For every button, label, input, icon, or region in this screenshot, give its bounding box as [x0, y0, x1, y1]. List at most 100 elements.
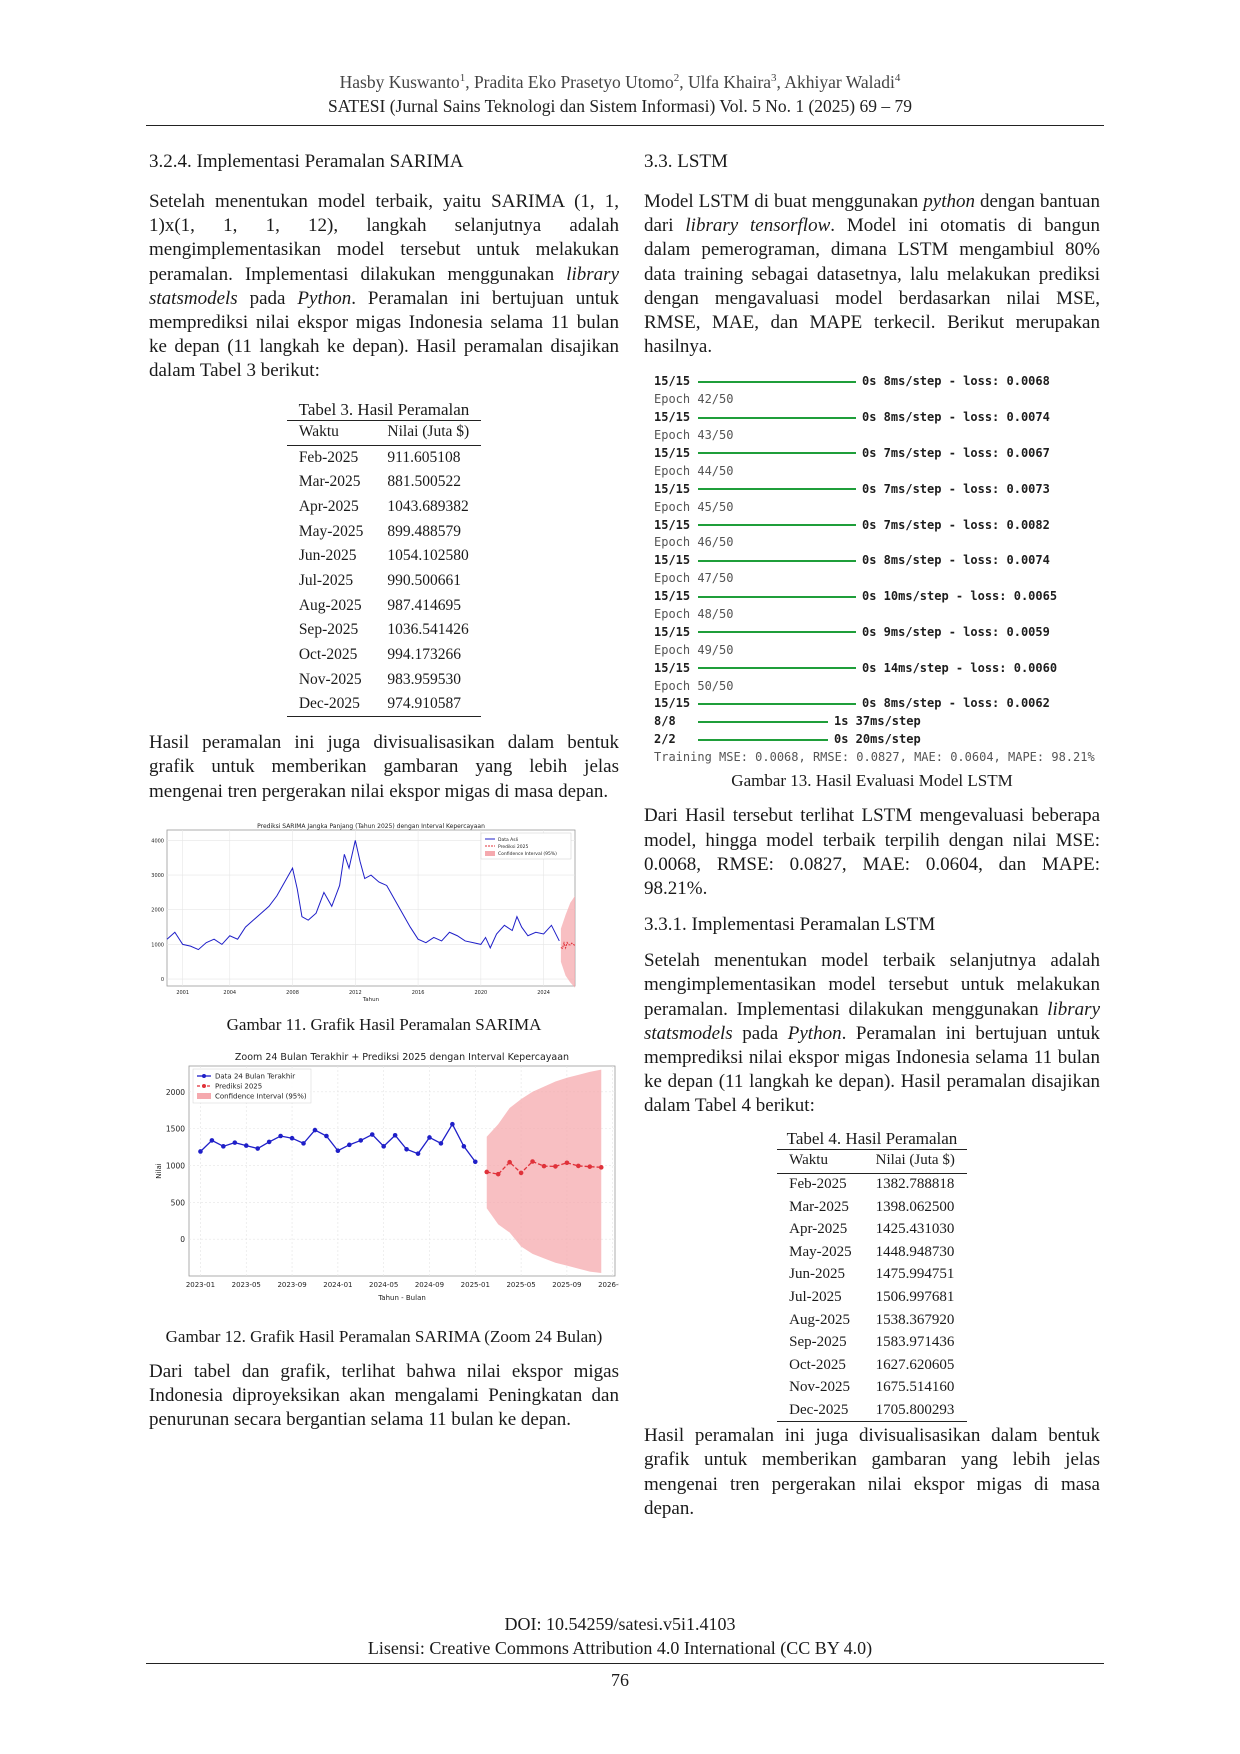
data-point-actual: [232, 1140, 238, 1145]
log-text: Epoch 48/50: [654, 607, 734, 621]
sarima-intro-paragraph: Setelah menentukan model terbaik, yaitu …: [149, 191, 619, 382]
x-tick-label: 2026-01: [598, 1281, 619, 1289]
data-point-forecast: [518, 1170, 524, 1176]
running-header-authors: Hasby Kuswanto1, Pradita Eko Prasetyo Ut…: [0, 72, 1240, 93]
table-row: Jul-2025 990.500661: [287, 569, 481, 594]
log-line: 15/15 0s 7ms/step - loss: 0.0073: [654, 481, 1094, 499]
legend-swatch-ci: [485, 850, 495, 856]
figure-12: Zoom 24 Bulan Terakhir + Prediksi 2025 d…: [149, 1047, 627, 1316]
data-point-actual: [289, 1135, 295, 1141]
legend-box: [480, 832, 572, 860]
table-row: Sep-2025 1583.971436: [777, 1331, 967, 1354]
table-row: Apr-2025 1043.689382: [287, 495, 481, 520]
x-tick-label: 2004: [223, 990, 236, 996]
data-point-actual: [450, 1121, 455, 1127]
x-tick-label: 2024-09: [415, 1281, 444, 1289]
figure-12-caption: Gambar 12. Grafik Hasil Peramalan SARIMA…: [165, 1326, 603, 1346]
data-point-actual: [266, 1139, 272, 1144]
cell-waktu: Feb-2025: [298, 448, 359, 466]
legend-marker-forecast: [202, 1083, 206, 1088]
legend-label-forecast: Prediksi 2025: [498, 844, 528, 850]
sarima-zoom-chart: Zoom 24 Bulan Terakhir + Prediksi 2025 d…: [155, 1052, 627, 1302]
cell-nilai: 1583.971436: [875, 1334, 955, 1351]
y-tick-label: 3000: [151, 873, 164, 879]
series-forecast-line: [560, 940, 576, 950]
progress-bar: [698, 559, 856, 562]
cell-waktu: Apr-2025: [789, 1221, 848, 1238]
cell-waktu: Oct-2025: [789, 1356, 846, 1373]
data-point-forecast: [507, 1159, 512, 1165]
table-row: Jul-2025 1506.997681: [777, 1286, 967, 1309]
x-tick-label: 2012: [349, 990, 362, 996]
data-point-forecast: [495, 1171, 501, 1177]
log-timing: 0s 9ms/step - loss: 0.0059: [862, 624, 1050, 639]
cell-nilai: 1705.800293: [863, 1399, 967, 1423]
data-point-actual: [369, 1132, 375, 1137]
table-header-nilai: Nilai (Juta $): [863, 1148, 967, 1174]
progress-bar: [698, 595, 856, 598]
log-timing: 0s 8ms/step - loss: 0.0062: [862, 696, 1050, 711]
log-timing: 0s 8ms/step - loss: 0.0074: [862, 410, 1050, 425]
log-line: Epoch 43/50: [654, 427, 1094, 445]
table-3-grid: Waktu Nilai (Juta $) Feb-2025 911.605108 M…: [286, 419, 482, 718]
table-row: Dec-2025 974.910587: [286, 692, 482, 718]
table-row: Sep-2025 1036.541426: [287, 618, 481, 643]
legend-label-forecast: Prediksi 2025: [215, 1082, 262, 1090]
table-row: Jun-2025 1054.102580: [287, 544, 481, 569]
legend-marker-actual: [202, 1073, 206, 1078]
chart-title: Zoom 24 Bulan Terakhir + Prediksi 2025 d…: [235, 1052, 569, 1063]
cell-nilai: 911.605108: [387, 448, 461, 466]
data-point-forecast: [564, 1160, 570, 1165]
author-1: Hasby Kuswanto1,: [339, 72, 474, 92]
cell-nilai: 994.173266: [387, 645, 462, 663]
table-header-waktu: Waktu: [777, 1148, 864, 1174]
cell-nilai: 990.500661: [387, 571, 462, 589]
author-3: Ulfa Khaira3,: [687, 72, 785, 92]
table-header-nilai: Nilai (Juta $): [375, 419, 482, 446]
lstm-intro-paragraph: Model LSTM di buat menggunakan python de…: [644, 191, 1101, 358]
data-point-actual: [198, 1148, 203, 1154]
data-point-actual: [461, 1143, 467, 1149]
log-timing: 0s 7ms/step - loss: 0.0082: [862, 517, 1050, 532]
figure-11-caption: Gambar 11. Grafik Hasil Peramalan SARIMA: [226, 1014, 542, 1034]
data-point-forecast: [484, 1169, 490, 1175]
log-steps: 2/2: [654, 732, 676, 747]
log-steps: 15/15: [654, 624, 691, 639]
log-steps: 15/15: [654, 553, 691, 568]
progress-bar: [698, 738, 828, 741]
log-text: Epoch 42/50: [654, 392, 734, 407]
log-text: Epoch 46/50: [654, 535, 734, 550]
log-line: 2/2 0s 20ms/step: [654, 731, 1094, 749]
visualization-paragraph: Hasil peramalan ini juga divisualisasika…: [149, 732, 619, 802]
x-axis-label: Tahun - Bulan: [377, 1294, 426, 1302]
data-point-actual: [358, 1137, 364, 1143]
data-point-actual: [243, 1143, 249, 1148]
legend-box: [192, 1068, 312, 1104]
log-steps: 15/15: [654, 660, 691, 675]
log-timing: 1s 37ms/step: [834, 714, 921, 729]
data-point-actual: [335, 1148, 341, 1153]
table-3: Tabel 3. Hasil Peramalan Waktu Nilai (Ju…: [149, 400, 619, 718]
log-timing: 0s 10ms/step - loss: 0.0065: [862, 589, 1058, 604]
progress-bar: [698, 667, 856, 670]
cell-waktu: Jun-2025: [789, 1266, 846, 1283]
log-line: 15/15 0s 8ms/step - loss: 0.0068: [654, 373, 1094, 391]
log-text: Epoch 47/50: [654, 571, 734, 586]
x-tick-label: 2025-05: [506, 1281, 535, 1289]
cell-waktu: Jun-2025: [298, 547, 357, 565]
progress-bar: [698, 524, 856, 527]
sarima-conclusion-paragraph: Dari tabel dan grafik, terlihat bahwa ni…: [149, 1360, 619, 1431]
log-text: Epoch 43/50: [654, 428, 734, 443]
lstm-visualization-paragraph: Hasil peramalan ini juga divisualisasika…: [644, 1425, 1100, 1519]
log-line: Epoch 50/50: [654, 678, 1094, 696]
table-row: Mar-2025 881.500522: [287, 470, 481, 495]
data-point-forecast: [530, 1158, 535, 1164]
data-point-forecast: [576, 1163, 581, 1169]
doi: DOI: 10.54259/satesi.v5i1.4103: [504, 1614, 736, 1634]
log-text: Epoch 49/50: [654, 642, 734, 657]
cell-nilai: 1675.514160: [875, 1379, 955, 1396]
log-line: Epoch 42/50: [654, 391, 1094, 409]
series-actual-line: [166, 840, 560, 950]
section-title-lstm-implementation: 3.3.1. Implementasi Peramalan LSTM: [644, 914, 936, 936]
